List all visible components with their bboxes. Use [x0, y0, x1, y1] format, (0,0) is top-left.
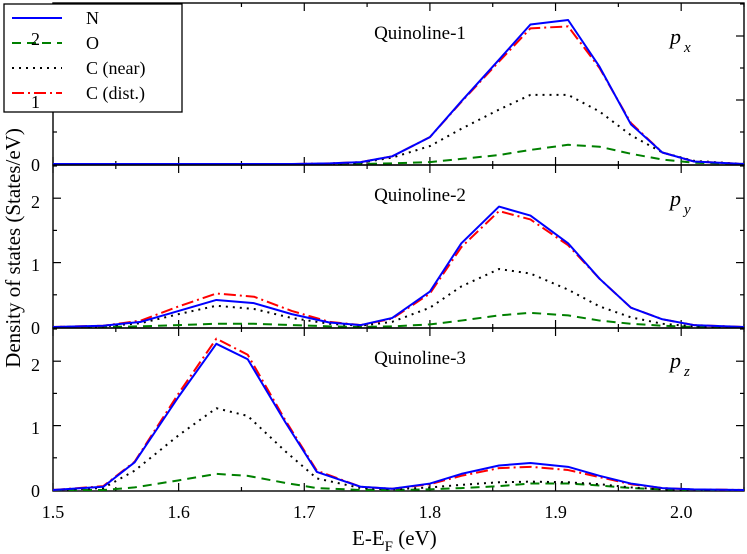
svg-text:C (dist.): C (dist.) [86, 83, 145, 104]
series-line-o-panel-3 [53, 472, 744, 491]
svg-text:p: p [668, 186, 681, 211]
series-line-c-near-panel-2 [52, 268, 745, 328]
panel-title-3: Quinoline-3 [374, 348, 466, 369]
x-tick-label: 1.5 [42, 502, 65, 522]
svg-text:y: y [682, 202, 691, 218]
y-tick-label: 1 [31, 92, 40, 112]
series-line-c-dist-panel-3 [52, 337, 745, 491]
orbital-label-px: p x [668, 24, 691, 56]
svg-text:E-EF (eV): E-EF (eV) [352, 526, 437, 554]
orbital-label-pz: p z [668, 348, 690, 380]
panel-title-1: Quinoline-1 [374, 23, 466, 44]
svg-text:N: N [86, 8, 99, 28]
y-tick-label: 0 [31, 481, 40, 501]
series-line-n-panel-2 [52, 205, 745, 328]
svg-text:p: p [668, 348, 681, 373]
legend-item-c-dist: C (dist.) [12, 83, 145, 104]
svg-text:x: x [683, 40, 691, 56]
x-tick-label: 1.9 [544, 502, 567, 522]
x-tick-labels: 1.5 1.6 1.7 1.8 1.9 2.0 [42, 502, 693, 522]
panels-group [52, 2, 745, 492]
y-tick-label: 1 [31, 418, 40, 438]
series-line-o-panel-1 [53, 143, 745, 165]
y-tick-label: 0 [31, 155, 40, 175]
legend-box [3, 3, 183, 113]
panel-frame-3 [52, 327, 745, 492]
x-tick-label: 1.8 [419, 502, 442, 522]
legend-item-c-near: C (near) [12, 58, 145, 79]
svg-text:z: z [683, 364, 690, 380]
x-tick-label: 1.7 [293, 502, 316, 522]
svg-text:p: p [668, 24, 681, 49]
y-tick-label: 1 [31, 255, 40, 275]
series-line-n-panel-1 [53, 19, 745, 165]
y-tick-label: 0 [31, 318, 40, 338]
series-line-o-panel-2 [53, 311, 744, 328]
x-tick-label: 1.6 [167, 502, 190, 522]
y-tick-labels: 0 1 2 0 1 2 0 1 2 [31, 29, 40, 501]
series-line-c-near-panel-3 [52, 407, 744, 491]
legend-item-o: O [12, 33, 99, 53]
svg-text:O: O [86, 33, 99, 53]
series-line-n-panel-3 [52, 342, 745, 491]
legend-item-n: N [12, 8, 99, 28]
x-tick-label: 2.0 [670, 502, 693, 522]
svg-text:C (near): C (near) [86, 58, 145, 79]
y-tick-label: 2 [31, 29, 40, 49]
series-line-c-dist-panel-2 [52, 210, 745, 328]
x-axis-label: E-EF (eV) [352, 526, 437, 554]
y-tick-label: 2 [31, 355, 40, 375]
y-tick-label: 2 [31, 192, 40, 212]
y-axis-label: Density of states (States/eV) [1, 128, 25, 368]
legend: N O C (near) C (dist.) [3, 3, 183, 113]
orbital-label-py: p y [668, 186, 691, 218]
panel-title-2: Quinoline-2 [374, 185, 466, 206]
